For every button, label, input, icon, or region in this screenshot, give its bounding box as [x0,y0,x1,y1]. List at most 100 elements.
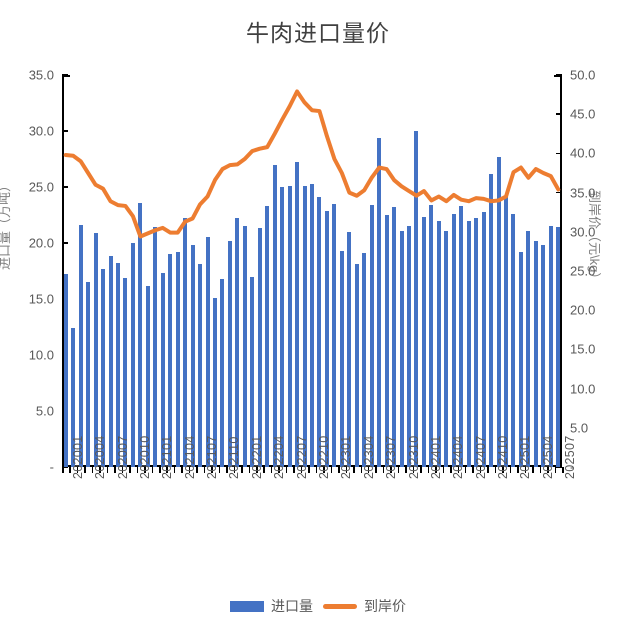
bar[interactable] [183,218,188,467]
bar[interactable] [198,264,203,467]
bar[interactable] [377,137,382,467]
x-axis-tick [450,467,452,473]
bar[interactable] [63,274,68,467]
bar[interactable] [332,203,337,467]
x-axis-tick [464,467,467,473]
x-axis-tick [338,467,340,473]
bar[interactable] [78,225,83,467]
bar[interactable] [526,230,531,467]
x-axis-tick-label: 202010 [137,435,152,479]
x-axis-tick [76,467,79,473]
x-axis-tick [532,467,534,473]
x-axis-tick [539,467,542,473]
bar[interactable] [130,243,135,467]
x-axis-tick [62,467,64,473]
bar[interactable] [556,227,561,467]
y-axis-left-tick-label: 35.0 [28,67,54,83]
bar[interactable] [138,202,143,467]
bar[interactable] [86,282,91,467]
bar[interactable] [541,245,546,467]
bar[interactable] [212,297,217,467]
x-axis-tick-label: 202304 [361,435,376,479]
bar[interactable] [175,251,180,467]
x-axis-tick [196,467,198,473]
bar[interactable] [257,228,262,467]
bar[interactable] [407,226,411,467]
bar[interactable] [101,268,106,467]
bar[interactable] [205,237,210,467]
x-axis-tick [562,467,564,473]
x-axis-tick [397,467,400,473]
bar[interactable] [250,276,255,467]
bar[interactable] [265,206,270,467]
bar[interactable] [108,256,113,467]
y-axis-left-tick [62,186,68,188]
bar[interactable] [295,162,300,467]
bar[interactable] [392,207,397,467]
bar[interactable] [339,250,344,467]
bar[interactable] [235,218,240,467]
bar[interactable] [436,220,441,467]
bar[interactable] [115,263,120,467]
bar[interactable] [227,240,232,467]
x-axis-tick-label: 202004 [93,435,108,479]
bar[interactable] [123,277,128,467]
bar[interactable] [533,240,538,467]
x-axis-tick [472,467,474,473]
bar[interactable] [362,253,367,467]
bar[interactable] [317,197,322,467]
bar[interactable] [504,195,509,467]
x-axis-tick [203,467,206,473]
bar[interactable] [496,156,501,467]
bar[interactable] [280,187,285,467]
bar[interactable] [489,173,494,467]
bar[interactable] [287,185,292,467]
bar[interactable] [145,285,150,467]
x-axis-tick [554,467,557,473]
x-axis-tick [278,467,280,473]
chart-legend: 进口量 到岸价 [0,596,636,616]
bar[interactable] [302,185,307,467]
bar[interactable] [466,220,471,467]
bar[interactable] [518,251,523,467]
bar[interactable] [399,230,404,467]
bar[interactable] [414,131,419,467]
bar[interactable] [548,226,553,467]
x-axis-tick-label: 202501 [518,435,533,479]
bar[interactable] [474,218,479,467]
x-axis-tick [427,467,430,473]
bar[interactable] [190,245,195,467]
bar[interactable] [168,254,173,467]
bar[interactable] [354,264,359,467]
bar[interactable] [93,232,98,467]
bar[interactable] [242,226,247,467]
x-axis-tick [367,467,370,473]
bar[interactable] [310,183,314,467]
bar[interactable] [153,227,158,467]
line-series-到岸价 [63,89,561,239]
bar[interactable] [421,217,426,467]
bar[interactable] [481,211,486,467]
x-axis-tick-label: 202204 [272,435,287,479]
x-axis-tick [241,467,243,473]
legend-item-cif-price[interactable]: 到岸价 [323,596,406,616]
bar[interactable] [347,231,352,467]
x-axis-tick [91,467,94,473]
bar[interactable] [451,213,456,467]
bar[interactable] [444,230,449,467]
bar[interactable] [324,210,329,467]
bar[interactable] [459,206,464,467]
bar[interactable] [511,213,516,467]
legend-item-import-volume[interactable]: 进口量 [230,596,313,616]
bar[interactable] [71,328,76,467]
bar[interactable] [384,215,389,467]
bar[interactable] [429,204,434,467]
y-axis-right-tick-label: 35.0 [570,185,596,201]
x-axis-tick [300,467,303,473]
bar[interactable] [369,204,374,467]
x-axis-tick [84,467,86,473]
bar[interactable] [220,278,225,467]
bar[interactable] [272,164,277,467]
x-axis-tick [218,467,221,473]
bar[interactable] [160,273,165,467]
